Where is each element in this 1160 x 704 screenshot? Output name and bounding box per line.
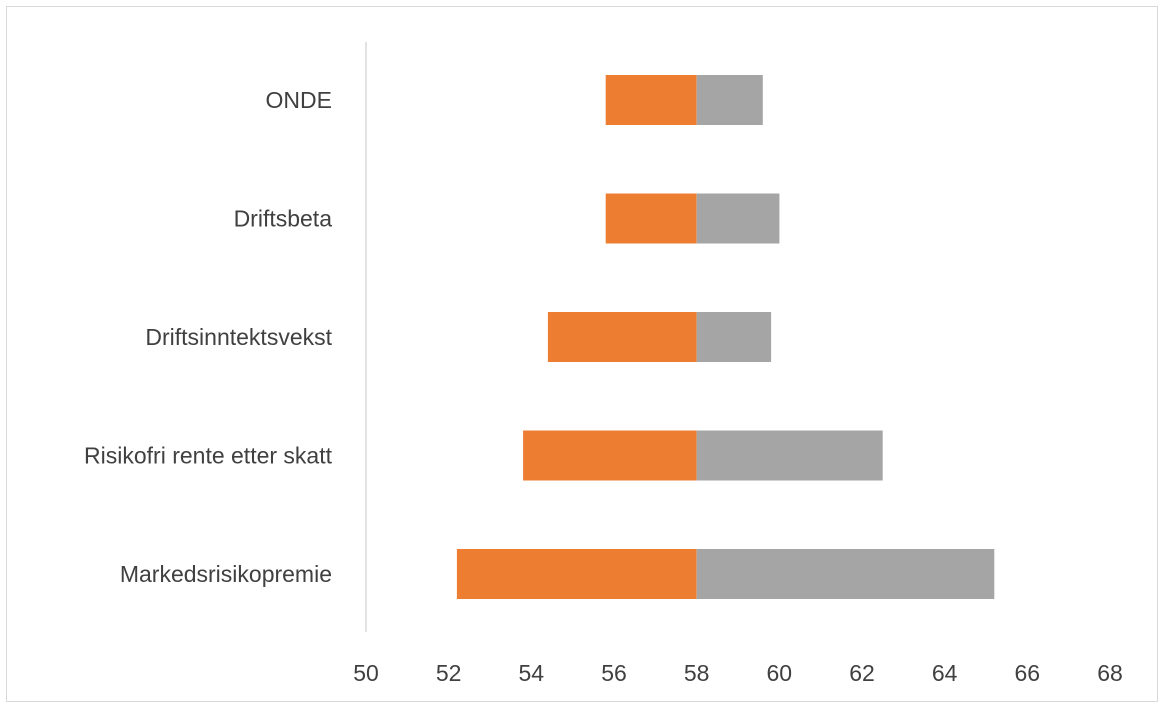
category-labels: ONDE Driftsbeta Driftsinntektsvekst Risikof… [84, 87, 333, 587]
x-tick-label: 68 [1097, 660, 1123, 686]
x-tick-label: 50 [353, 660, 379, 686]
x-tick-label: 60 [767, 660, 793, 686]
x-tick-label: 54 [519, 660, 545, 686]
bar-high-1 [696, 193, 780, 244]
x-tick-label: 62 [849, 660, 875, 686]
x-tick-label: 52 [436, 660, 462, 686]
x-tick-label: 64 [932, 660, 958, 686]
x-tick-label: 66 [1015, 660, 1041, 686]
bar-low-1 [605, 193, 697, 244]
category-label: Markedsrisikopremie [120, 561, 332, 587]
bar-low-2 [547, 312, 697, 362]
bars-group [456, 75, 995, 599]
bar-high-4 [696, 549, 995, 599]
x-tick-label: 56 [601, 660, 627, 686]
bar-high-2 [696, 312, 772, 362]
category-label: Risikofri rente etter skatt [84, 443, 333, 469]
x-tick-labels: 50 52 54 56 58 60 62 64 66 68 [353, 660, 1123, 686]
bar-high-3 [696, 430, 883, 481]
bar-low-0 [605, 75, 697, 125]
bar-low-4 [456, 549, 697, 599]
bar-low-3 [523, 430, 697, 481]
bar-high-0 [696, 75, 763, 125]
category-label: ONDE [266, 87, 332, 113]
category-label: Driftsinntektsvekst [145, 324, 332, 350]
category-label: Driftsbeta [234, 206, 333, 232]
x-tick-label: 58 [684, 660, 710, 686]
